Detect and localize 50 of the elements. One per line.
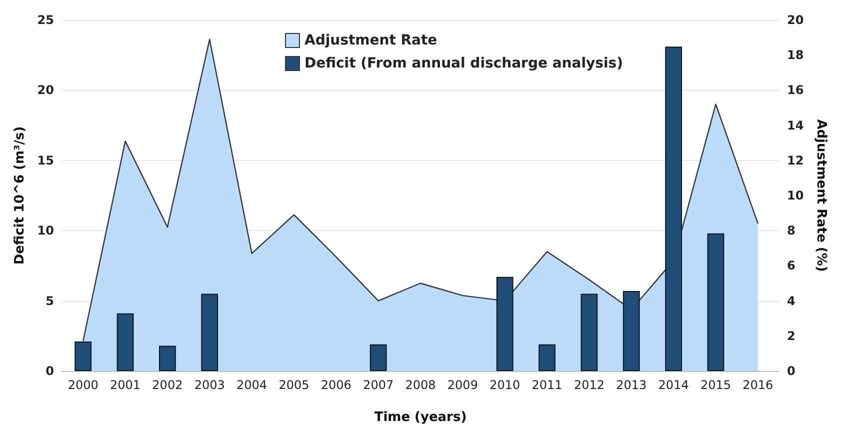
x-tick-label: 2010: [490, 378, 520, 392]
bar: [622, 290, 640, 371]
bar: [370, 344, 387, 371]
y2-tick-label: 18: [787, 48, 804, 62]
y2-tick-label: 20: [787, 13, 804, 27]
y-tick-label: 5: [46, 294, 54, 308]
bar: [74, 342, 92, 371]
x-tick-label: 2006: [320, 378, 352, 392]
bar: [201, 294, 218, 371]
x-tick-label: 2008: [405, 378, 436, 392]
x-tick-label: 2001: [110, 378, 141, 392]
x-tick-label: 2014: [658, 378, 689, 392]
y2-tick-label: 10: [787, 188, 804, 202]
bar: [116, 313, 134, 371]
y2-tick-label: 6: [787, 258, 796, 273]
x-tick-label: 2002: [152, 378, 183, 392]
y2-tick-label: 4: [787, 294, 796, 308]
y-tick-label: 0: [46, 364, 54, 378]
x-tick-label: 2012: [574, 378, 604, 392]
y-tick-label: 10: [37, 224, 54, 238]
y-tick-label: 15: [37, 153, 54, 168]
bar: [496, 276, 514, 371]
x-axis-title: Time (years): [374, 410, 467, 425]
y2-tick-label: 14: [787, 118, 804, 132]
x-tick-label: 2005: [278, 378, 310, 392]
x-tick-label: 2000: [68, 378, 98, 392]
bar: [665, 46, 682, 371]
bar: [159, 346, 176, 371]
x-tick-label: 2016: [742, 378, 774, 392]
x-tick-label: 2015: [700, 378, 732, 392]
y2-axis-title: Adjustment Rate (%): [814, 119, 829, 272]
x-tick-label: 2007: [363, 378, 394, 392]
legend-label: Deficit (From annual discharge analysis): [304, 56, 623, 72]
y2-tick-label: 16: [787, 83, 804, 98]
bar: [538, 344, 556, 371]
y2-tick-label: 0: [787, 364, 796, 378]
x-tick-label: 2013: [616, 378, 647, 392]
y2-tick-label: 8: [787, 224, 796, 238]
bar: [707, 233, 724, 371]
y-tick-label: 20: [37, 83, 54, 98]
y-axis-title: Deficit 10^6 (m³/s): [12, 126, 28, 265]
y-tick-label: 25: [37, 13, 54, 27]
y2-tick-label: 12: [787, 153, 804, 168]
x-tick-label: 2003: [194, 378, 225, 392]
x-tick-label: 2004: [236, 378, 268, 392]
bar: [580, 294, 598, 371]
legend-label: Adjustment Rate: [304, 32, 438, 48]
y2-tick-label: 2: [787, 328, 796, 343]
x-tick-label: 2011: [532, 378, 562, 392]
x-tick-label: 2009: [447, 378, 478, 392]
